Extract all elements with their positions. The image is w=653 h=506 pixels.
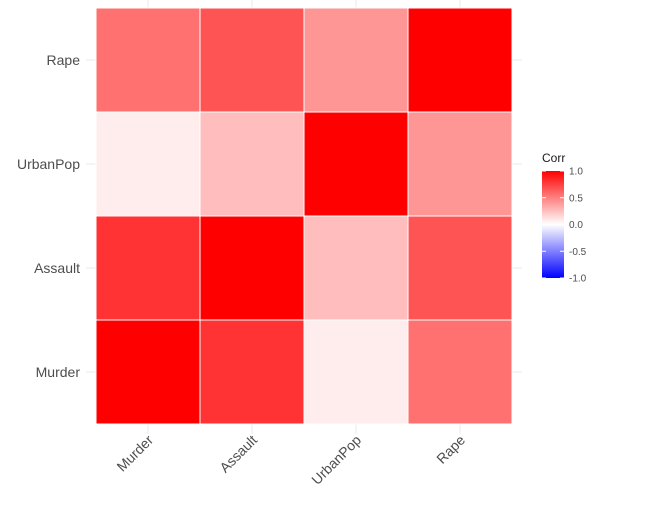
x-tick-label-rape: Rape [433, 432, 468, 467]
heatmap-cell-rape-murder [95, 7, 201, 113]
heatmap-cell-urbanpop-assault [199, 111, 305, 217]
heatmap-cell-urbanpop-murder [95, 111, 201, 217]
legend-ticks: 1.0 0.5 0.0 -0.5 -1.0 [542, 167, 587, 285]
legend-colorbar [542, 171, 564, 278]
heatmap-cell-murder-murder [95, 319, 201, 425]
y-tick-label-murder: Murder [36, 364, 81, 380]
heatmap-cell-assault-assault [199, 215, 305, 321]
heatmap-cell-murder-rape [407, 319, 513, 425]
x-tick-label-assault: Assault [216, 432, 260, 476]
heatmap-cell-assault-rape [407, 215, 513, 321]
heatmap-cell-assault-murder [95, 215, 201, 321]
heatmap-cell-urbanpop-rape [407, 111, 513, 217]
x-tick-label-urbanpop: UrbanPop [308, 432, 364, 488]
heatmap-cell-rape-rape [407, 7, 513, 113]
heatmap-cell-urbanpop-urbanpop [303, 111, 409, 217]
legend-tick-label: 1.0 [569, 167, 583, 178]
legend-title: Corr [542, 151, 565, 165]
heatmap-cell-assault-urbanpop [303, 215, 409, 321]
legend-tick-label: 0.0 [569, 220, 583, 231]
legend-tick-label: -0.5 [569, 247, 587, 258]
y-tick-label-assault: Assault [34, 260, 80, 276]
x-tick-label-murder: Murder [113, 432, 156, 475]
legend-tick-label: 0.5 [569, 193, 583, 204]
heatmap-cell-murder-urbanpop [303, 319, 409, 425]
legend-tick-label: -1.0 [569, 274, 587, 285]
y-tick-label-rape: Rape [47, 52, 81, 68]
heatmap-tiles [95, 7, 513, 425]
heatmap-cell-rape-urbanpop [303, 7, 409, 113]
legend: Corr 1.0 0.5 0.0 -0.5 -1.0 [542, 151, 587, 285]
y-tick-label-urbanpop: UrbanPop [17, 156, 80, 172]
heatmap-cell-rape-assault [199, 7, 305, 113]
heatmap-cell-murder-assault [199, 319, 305, 425]
